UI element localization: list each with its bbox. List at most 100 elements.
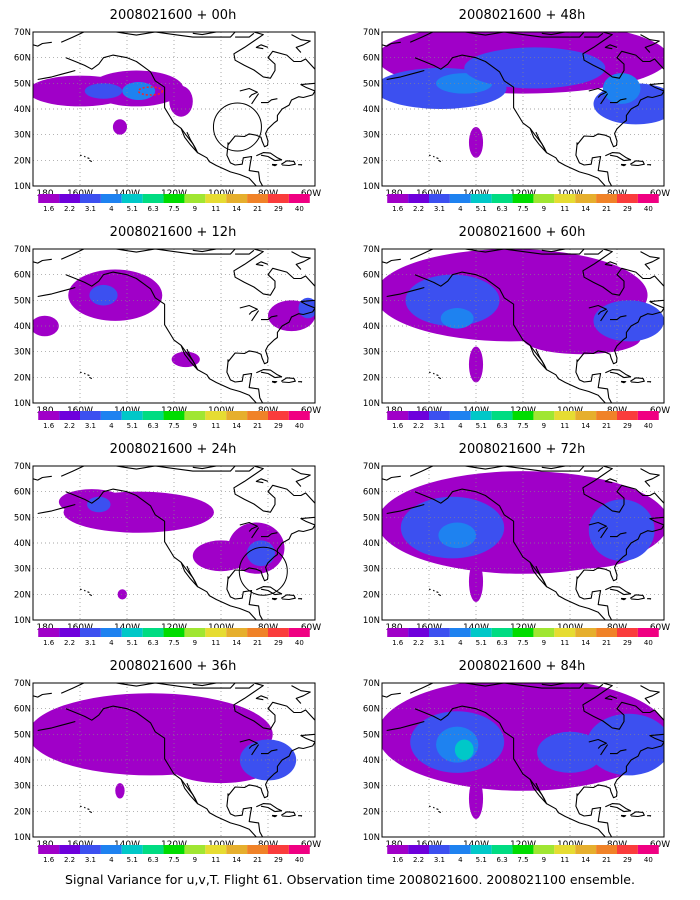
colorbar-swatch <box>449 845 471 854</box>
lat-tick-label: 50N <box>363 513 380 523</box>
lat-tick-label: 10N <box>14 833 31 843</box>
colorbar-label: 40 <box>295 422 304 430</box>
colorbar-swatch <box>617 845 638 854</box>
colorbar: 1.6 2.2 3.1 4 5.1 6.3 7.5 9 11 14 21 29 40 <box>38 411 310 430</box>
colorbar-swatch <box>205 845 227 854</box>
colorbar-swatch <box>596 194 617 203</box>
lat-tick-label: 40N <box>14 539 31 549</box>
colorbar-label: 9 <box>193 205 197 213</box>
colorbar-swatch <box>226 845 248 854</box>
lon-tick-label: 60W <box>650 406 670 416</box>
colorbar-swatch <box>575 845 597 854</box>
lat-tick-label: 50N <box>363 730 380 740</box>
lon-tick-label: 60W <box>301 623 321 633</box>
lat-tick-label: 30N <box>14 565 31 575</box>
colorbar-swatch <box>554 411 576 420</box>
variance-region <box>454 739 474 760</box>
colorbar-label: 5.1 <box>127 205 138 213</box>
colorbar-label: 5.1 <box>476 422 487 430</box>
colorbar-swatch <box>163 411 185 420</box>
colorbar-swatch <box>429 194 450 203</box>
variance-region <box>56 744 113 766</box>
colorbar-swatch <box>512 194 534 203</box>
lat-tick-label: 60N <box>363 54 380 64</box>
colorbar-swatch <box>449 628 471 637</box>
colorbar-label: 29 <box>274 639 283 647</box>
colorbar-label: 21 <box>602 422 611 430</box>
colorbar-swatch <box>637 628 659 637</box>
lon-tick-label: 60W <box>650 189 670 199</box>
colorbar: 1.6 2.2 3.1 4 5.1 6.3 7.5 9 11 14 21 29 40 <box>387 411 659 430</box>
colorbar-swatch <box>470 628 492 637</box>
map-panel: 2008021600 + 84h70N60N50N40N30N20N10N180… <box>357 659 687 875</box>
colorbar-swatch <box>184 411 206 420</box>
lat-tick-label: 10N <box>363 833 380 843</box>
colorbar-label: 21 <box>253 639 262 647</box>
map-figure: 70N60N50N40N30N20N10N180160W140W120W100W… <box>363 462 670 647</box>
colorbar-swatch <box>142 628 164 637</box>
colorbar-swatch <box>637 845 659 854</box>
colorbar-label: 2.2 <box>413 639 424 647</box>
colorbar-label: 3.1 <box>434 205 445 213</box>
variance-region <box>115 783 125 799</box>
lon-tick-label: 60W <box>301 189 321 199</box>
colorbar-label: 5.1 <box>476 205 487 213</box>
lat-tick-label: 50N <box>14 79 31 89</box>
lat-tick-label: 10N <box>363 616 380 626</box>
variance-region <box>89 284 118 306</box>
colorbar: 1.6 2.2 3.1 4 5.1 6.3 7.5 9 11 14 21 29 40 <box>387 194 659 213</box>
colorbar-label: 6.3 <box>497 639 508 647</box>
colorbar-label: 14 <box>581 639 590 647</box>
lat-tick-label: 70N <box>14 462 31 472</box>
lat-tick-label: 10N <box>14 399 31 409</box>
variance-region <box>602 73 641 104</box>
map-figure: 70N60N50N40N30N20N10N180160W140W120W100W… <box>363 245 670 430</box>
colorbar-swatch <box>429 411 450 420</box>
colorbar-label: 40 <box>295 639 304 647</box>
map-figure: 70N60N50N40N30N20N10N180160W140W120W100W… <box>14 245 321 430</box>
colorbar-swatch <box>575 411 597 420</box>
colorbar-label: 9 <box>542 205 546 213</box>
colorbar-label: 3.1 <box>85 205 96 213</box>
colorbar-swatch <box>408 628 429 637</box>
colorbar: 1.6 2.2 3.1 4 5.1 6.3 7.5 9 11 14 21 29 40 <box>38 845 310 864</box>
lat-tick-label: 70N <box>363 28 380 38</box>
variance-region <box>468 560 484 603</box>
colorbar-swatch <box>533 628 555 637</box>
lon-tick-label: 60W <box>301 406 321 416</box>
colorbar-label: 4 <box>458 639 463 647</box>
colorbar-swatch <box>163 845 185 854</box>
map-frame <box>32 31 316 187</box>
colorbar-label: 1.6 <box>43 205 55 213</box>
colorbar-label: 11 <box>560 856 569 864</box>
gridlines <box>382 32 664 186</box>
lat-tick-label: 70N <box>14 245 31 255</box>
colorbar-label: 7.5 <box>168 639 179 647</box>
colorbar-swatch <box>205 194 227 203</box>
colorbar-swatch <box>554 194 576 203</box>
map-frame <box>381 465 665 621</box>
lat-tick-label: 30N <box>363 565 380 575</box>
lat-tick-label: 60N <box>363 488 380 498</box>
target-circle <box>212 102 262 152</box>
colorbar-swatch <box>226 194 248 203</box>
variance-region <box>440 308 474 329</box>
lat-tick-label: 30N <box>363 782 380 792</box>
lat-tick-label: 50N <box>363 296 380 306</box>
lat-tick-label: 60N <box>14 705 31 715</box>
colorbar-label: 5.1 <box>127 639 138 647</box>
colorbar-label: 2.2 <box>64 856 75 864</box>
target-circle <box>238 546 288 596</box>
colorbar-label: 2.2 <box>64 205 75 213</box>
colorbar-label: 14 <box>232 205 241 213</box>
lat-tick-label: 40N <box>363 756 380 766</box>
lat-tick-label: 20N <box>363 156 380 166</box>
colorbar-label: 7.5 <box>517 639 528 647</box>
flight-track <box>137 86 164 96</box>
gridlines <box>33 683 315 837</box>
coastlines <box>33 466 315 620</box>
colorbar-label: 21 <box>253 856 262 864</box>
colorbar-swatch <box>226 628 248 637</box>
panel-title: 2008021600 + 84h <box>458 659 586 674</box>
colorbar-swatch <box>38 411 60 420</box>
